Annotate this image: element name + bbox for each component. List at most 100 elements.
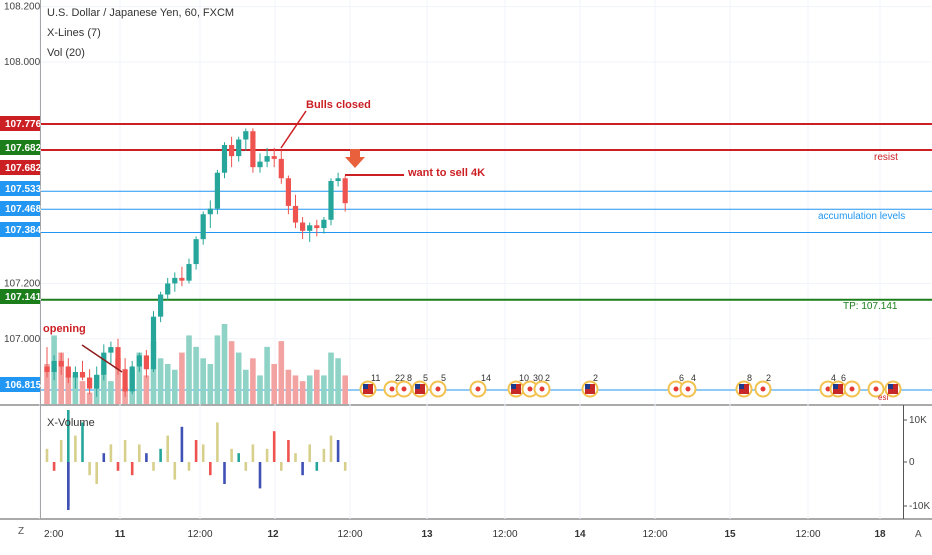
candle[interactable] [207,200,213,229]
candle[interactable] [108,341,114,364]
candle[interactable] [236,136,242,162]
candle[interactable] [150,311,157,373]
economic-event-marker[interactable] [395,380,413,398]
xvolume-bar [95,462,98,484]
candle[interactable] [328,178,334,226]
economic-event-marker[interactable] [533,380,551,398]
candle-body [129,366,135,392]
candle[interactable] [122,358,128,397]
event-dot-icon [685,386,691,392]
xvolume-bar [74,435,77,462]
zoom-reset-button[interactable]: Z [18,526,24,537]
xlines-indicator-label[interactable]: X-Lines (7) [47,27,101,39]
economic-event-marker[interactable] [679,380,697,398]
volume-bar [257,375,263,404]
time-axis-label: 14 [574,529,586,540]
economic-event-marker[interactable] [411,380,429,398]
auto-scale-button[interactable]: A [915,529,922,540]
candle[interactable] [136,352,142,373]
economic-event-marker[interactable] [884,380,902,398]
sell-arrow-icon[interactable] [345,149,365,168]
event-count-label: 8 [407,373,412,383]
economic-event-marker[interactable] [829,380,847,398]
candle[interactable] [179,266,185,287]
economic-event-marker[interactable] [469,380,487,398]
economic-event-marker[interactable] [754,380,772,398]
xvolume-bar [223,462,226,484]
economic-event-marker[interactable] [359,380,377,398]
candle[interactable] [165,277,171,301]
candle[interactable] [250,128,256,173]
candle[interactable] [158,291,164,323]
volume-indicator-label[interactable]: Vol (20) [47,47,85,59]
candle-body [94,374,100,389]
price-label-tag[interactable] [0,140,40,155]
candle[interactable] [186,258,192,284]
price-label-tag[interactable] [0,289,40,304]
candle[interactable] [285,175,291,215]
symbol-legend-title[interactable]: U.S. Dollar / Japanese Yen, 60, FXCM [47,7,235,19]
economic-event-marker[interactable] [735,380,753,398]
candle[interactable] [243,128,249,151]
candle[interactable] [335,172,341,187]
volume-bar [321,375,327,404]
annotation-opening[interactable]: opening [43,323,86,335]
candle[interactable] [221,142,228,179]
candle[interactable] [101,344,107,381]
economic-event-marker[interactable] [867,380,885,398]
event-count-label: 5 [441,373,446,383]
xvolume-bar [159,448,162,462]
candle[interactable] [44,347,50,378]
volume-tick-label: 0 [909,457,915,468]
xvolume-bar [123,440,127,462]
candle[interactable] [257,153,263,173]
candle[interactable] [143,349,149,378]
candle[interactable] [72,366,78,389]
economic-event-marker[interactable] [581,380,599,398]
economic-event-marker[interactable] [429,380,447,398]
economic-event-marker[interactable] [843,380,861,398]
candle[interactable] [229,136,235,168]
candle[interactable] [214,169,220,215]
candle[interactable] [264,147,270,168]
price-label-tag[interactable] [0,181,40,196]
price-label-tag[interactable] [0,222,40,237]
xvolume-indicator-label[interactable]: X-Volume [47,417,95,429]
economic-event-marker[interactable] [507,380,525,398]
xvolume-bar [138,444,141,462]
candle[interactable] [65,358,71,384]
candle[interactable] [314,219,320,237]
candle[interactable] [87,369,93,395]
candle[interactable] [300,217,306,240]
candle[interactable] [79,360,86,381]
price-label-tag[interactable] [0,201,40,216]
price-label-tag[interactable] [0,377,40,392]
candle[interactable] [200,211,206,245]
candle[interactable] [94,366,100,397]
price-label-tag[interactable] [0,116,40,131]
event-count-label: 4 [691,373,696,383]
volume-bar [200,358,206,404]
event-count-label: 8 [747,373,752,383]
candle-body [186,264,192,281]
candle[interactable] [278,150,284,184]
candle[interactable] [321,217,327,234]
candle-body [179,277,185,281]
volume-bar [214,335,221,404]
candle[interactable] [271,147,277,168]
candle[interactable] [51,355,57,381]
candle[interactable] [193,236,199,270]
candle[interactable] [292,194,299,229]
volume-bar [179,352,185,404]
candle[interactable] [342,175,348,212]
candle[interactable] [307,222,313,242]
annotation-bulls-closed[interactable]: Bulls closed [306,99,371,111]
candle[interactable] [129,360,135,395]
candle[interactable] [172,272,178,292]
annotation-want-to-sell[interactable]: want to sell 4K [407,167,485,179]
candle[interactable] [58,352,64,375]
price-label-tag[interactable] [0,160,40,175]
candle-body [51,360,57,373]
